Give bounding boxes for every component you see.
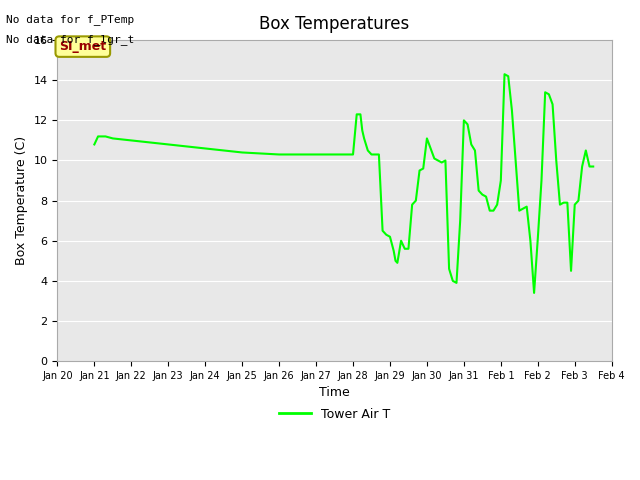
Text: No data for f_lgr_t: No data for f_lgr_t	[6, 34, 134, 45]
Legend: Tower Air T: Tower Air T	[275, 403, 395, 425]
Y-axis label: Box Temperature (C): Box Temperature (C)	[15, 136, 28, 265]
X-axis label: Time: Time	[319, 386, 350, 399]
Text: No data for f_PTemp: No data for f_PTemp	[6, 14, 134, 25]
Text: SI_met: SI_met	[60, 40, 106, 53]
Title: Box Temperatures: Box Temperatures	[259, 15, 410, 33]
